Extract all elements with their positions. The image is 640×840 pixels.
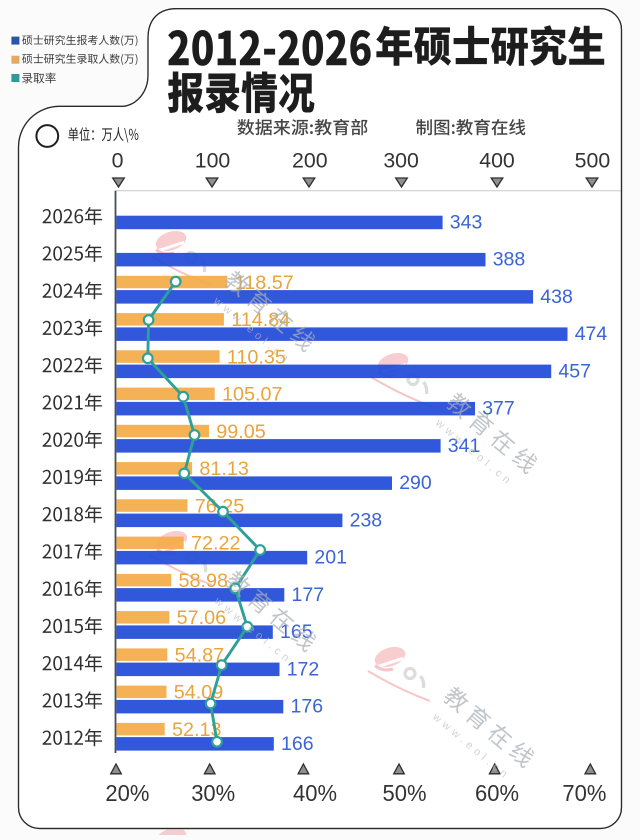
svg-text:54.87: 54.87: [175, 644, 225, 666]
svg-text:0: 0: [112, 149, 124, 173]
svg-text:400: 400: [479, 149, 515, 173]
svg-text:474: 474: [575, 323, 608, 345]
svg-text:72.22: 72.22: [191, 533, 241, 555]
svg-text:110.35: 110.35: [227, 346, 286, 368]
svg-text:200: 200: [292, 149, 328, 173]
svg-text:201: 201: [314, 547, 347, 569]
svg-text:457: 457: [558, 360, 591, 382]
svg-text:60%: 60%: [475, 780, 519, 806]
svg-text:81.13: 81.13: [199, 458, 249, 480]
svg-text:52.13: 52.13: [172, 719, 222, 741]
svg-text:377: 377: [482, 398, 515, 420]
svg-text:57.06: 57.06: [177, 607, 227, 629]
svg-text:20%: 20%: [105, 780, 149, 806]
svg-text:177: 177: [292, 584, 325, 606]
svg-text:438: 438: [540, 286, 573, 308]
svg-text:176: 176: [291, 696, 324, 718]
svg-text:105.07: 105.07: [222, 384, 283, 406]
svg-text:30%: 30%: [191, 780, 235, 806]
svg-text:388: 388: [493, 249, 526, 271]
svg-text:290: 290: [399, 472, 432, 494]
svg-text:341: 341: [448, 435, 481, 457]
svg-text:500: 500: [575, 149, 611, 173]
svg-text:343: 343: [450, 211, 483, 233]
svg-text:70%: 70%: [562, 780, 606, 806]
svg-text:40%: 40%: [293, 780, 337, 806]
svg-text:172: 172: [287, 658, 320, 680]
svg-text:58.98: 58.98: [179, 570, 229, 592]
svg-text:238: 238: [350, 509, 383, 531]
svg-text:50%: 50%: [383, 780, 427, 806]
svg-text:300: 300: [383, 149, 419, 173]
svg-text:118.57: 118.57: [235, 272, 294, 294]
svg-text:99.05: 99.05: [216, 421, 266, 443]
svg-text:166: 166: [281, 733, 314, 755]
svg-text:100: 100: [195, 149, 231, 173]
